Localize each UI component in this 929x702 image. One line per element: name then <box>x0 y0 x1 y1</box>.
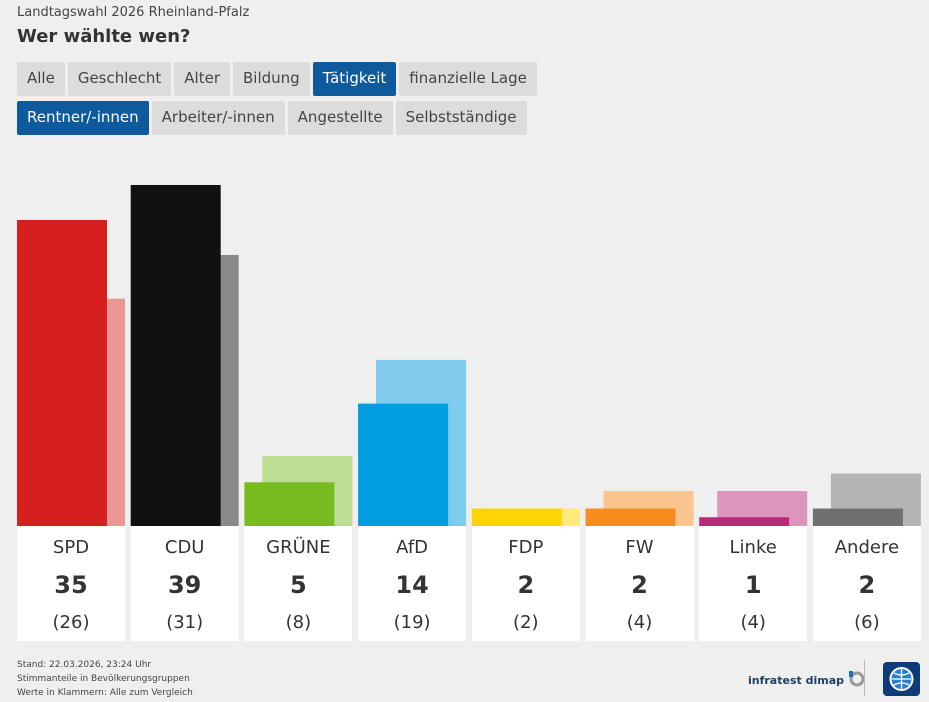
party-card-fw: FW 2 (4) <box>585 526 694 641</box>
tagesschau-logo-icon <box>883 662 920 696</box>
subtab-arbeiter[interactable]: Arbeiter/-innen <box>151 101 285 135</box>
party-card-linke: Linke 1 (4) <box>699 526 808 641</box>
party-name: Linke <box>729 537 777 558</box>
party-value: 39 <box>167 571 202 599</box>
party-previous-value: (2) <box>513 612 539 633</box>
party-name: FW <box>625 537 654 558</box>
party-previous-value: (31) <box>166 612 204 633</box>
party-previous-value: (4) <box>740 612 766 633</box>
bar-current-afd <box>358 403 449 526</box>
party-value: 2 <box>858 571 876 599</box>
party-card-gr-ne: GRÜNE 5 (8) <box>244 526 353 641</box>
party-name: GRÜNE <box>266 537 331 558</box>
subtab-angestellte[interactable]: Angestellte <box>287 101 393 135</box>
party-value: 2 <box>517 571 535 599</box>
supertitle: Landtagswahl 2026 Rheinland-Pfalz <box>17 5 250 20</box>
bar-current-andere <box>812 508 903 526</box>
tab-finanzielle-lage[interactable]: finanzielle Lage <box>399 62 537 96</box>
bar-current-fdp <box>471 508 562 526</box>
bar-current-fw <box>585 508 676 526</box>
party-card-afd: AfD 14 (19) <box>358 526 467 641</box>
bar-current-cdu <box>130 185 221 526</box>
infratest-logo-icon <box>848 671 865 687</box>
subtab-rentner[interactable]: Rentner/-innen <box>17 101 149 135</box>
tabs-primary: Alle Geschlecht Alter Bildung Tätigkeit … <box>17 62 537 96</box>
tab-alter[interactable]: Alter <box>174 62 230 96</box>
party-name: CDU <box>164 537 205 558</box>
party-previous-value: (6) <box>854 612 880 633</box>
party-card-spd: SPD 35 (26) <box>17 526 125 641</box>
party-name: AfD <box>396 537 429 558</box>
party-value: 1 <box>744 571 762 599</box>
pollster-name: infratest dimap <box>748 674 844 687</box>
party-card-cdu: CDU 39 (31) <box>130 526 239 641</box>
party-previous-value: (26) <box>52 612 90 633</box>
party-name: FDP <box>508 537 544 558</box>
party-card-fdp: FDP 2 (2) <box>471 526 580 641</box>
subtab-selbststaendige[interactable]: Selbstständige <box>395 101 527 135</box>
footer-note: Stimmanteile in Bevölkerungsgruppen <box>17 674 190 684</box>
page-title: Wer wählte wen? <box>17 26 191 47</box>
party-value: 14 <box>395 571 429 599</box>
party-value: 35 <box>54 571 88 599</box>
party-value: 5 <box>290 571 307 599</box>
bar-current-linke <box>699 517 790 526</box>
bar-current-spd <box>17 219 107 526</box>
bar-current-gr-ne <box>244 482 335 526</box>
pollster-label: infratest dimap <box>748 670 866 688</box>
footer-timestamp: Stand: 22.03.2026, 23:24 Uhr <box>17 660 152 670</box>
tabs-secondary: Rentner/-innen Arbeiter/-innen Angestell… <box>17 101 527 135</box>
tab-bildung[interactable]: Bildung <box>233 62 310 96</box>
party-name: Andere <box>834 537 900 558</box>
tab-taetigkeit[interactable]: Tätigkeit <box>312 62 397 96</box>
party-previous-value: (19) <box>393 612 431 633</box>
tab-geschlecht[interactable]: Geschlecht <box>67 62 172 96</box>
divider <box>864 660 865 696</box>
party-previous-value: (8) <box>285 612 312 633</box>
party-previous-value: (4) <box>626 612 653 633</box>
footer-comparison-note: Werte in Klammern: Alle zum Vergleich <box>17 688 193 698</box>
party-card-andere: Andere 2 (6) <box>812 526 921 641</box>
tab-alle[interactable]: Alle <box>17 62 65 96</box>
party-value: 2 <box>631 571 648 599</box>
party-name: SPD <box>52 537 90 558</box>
